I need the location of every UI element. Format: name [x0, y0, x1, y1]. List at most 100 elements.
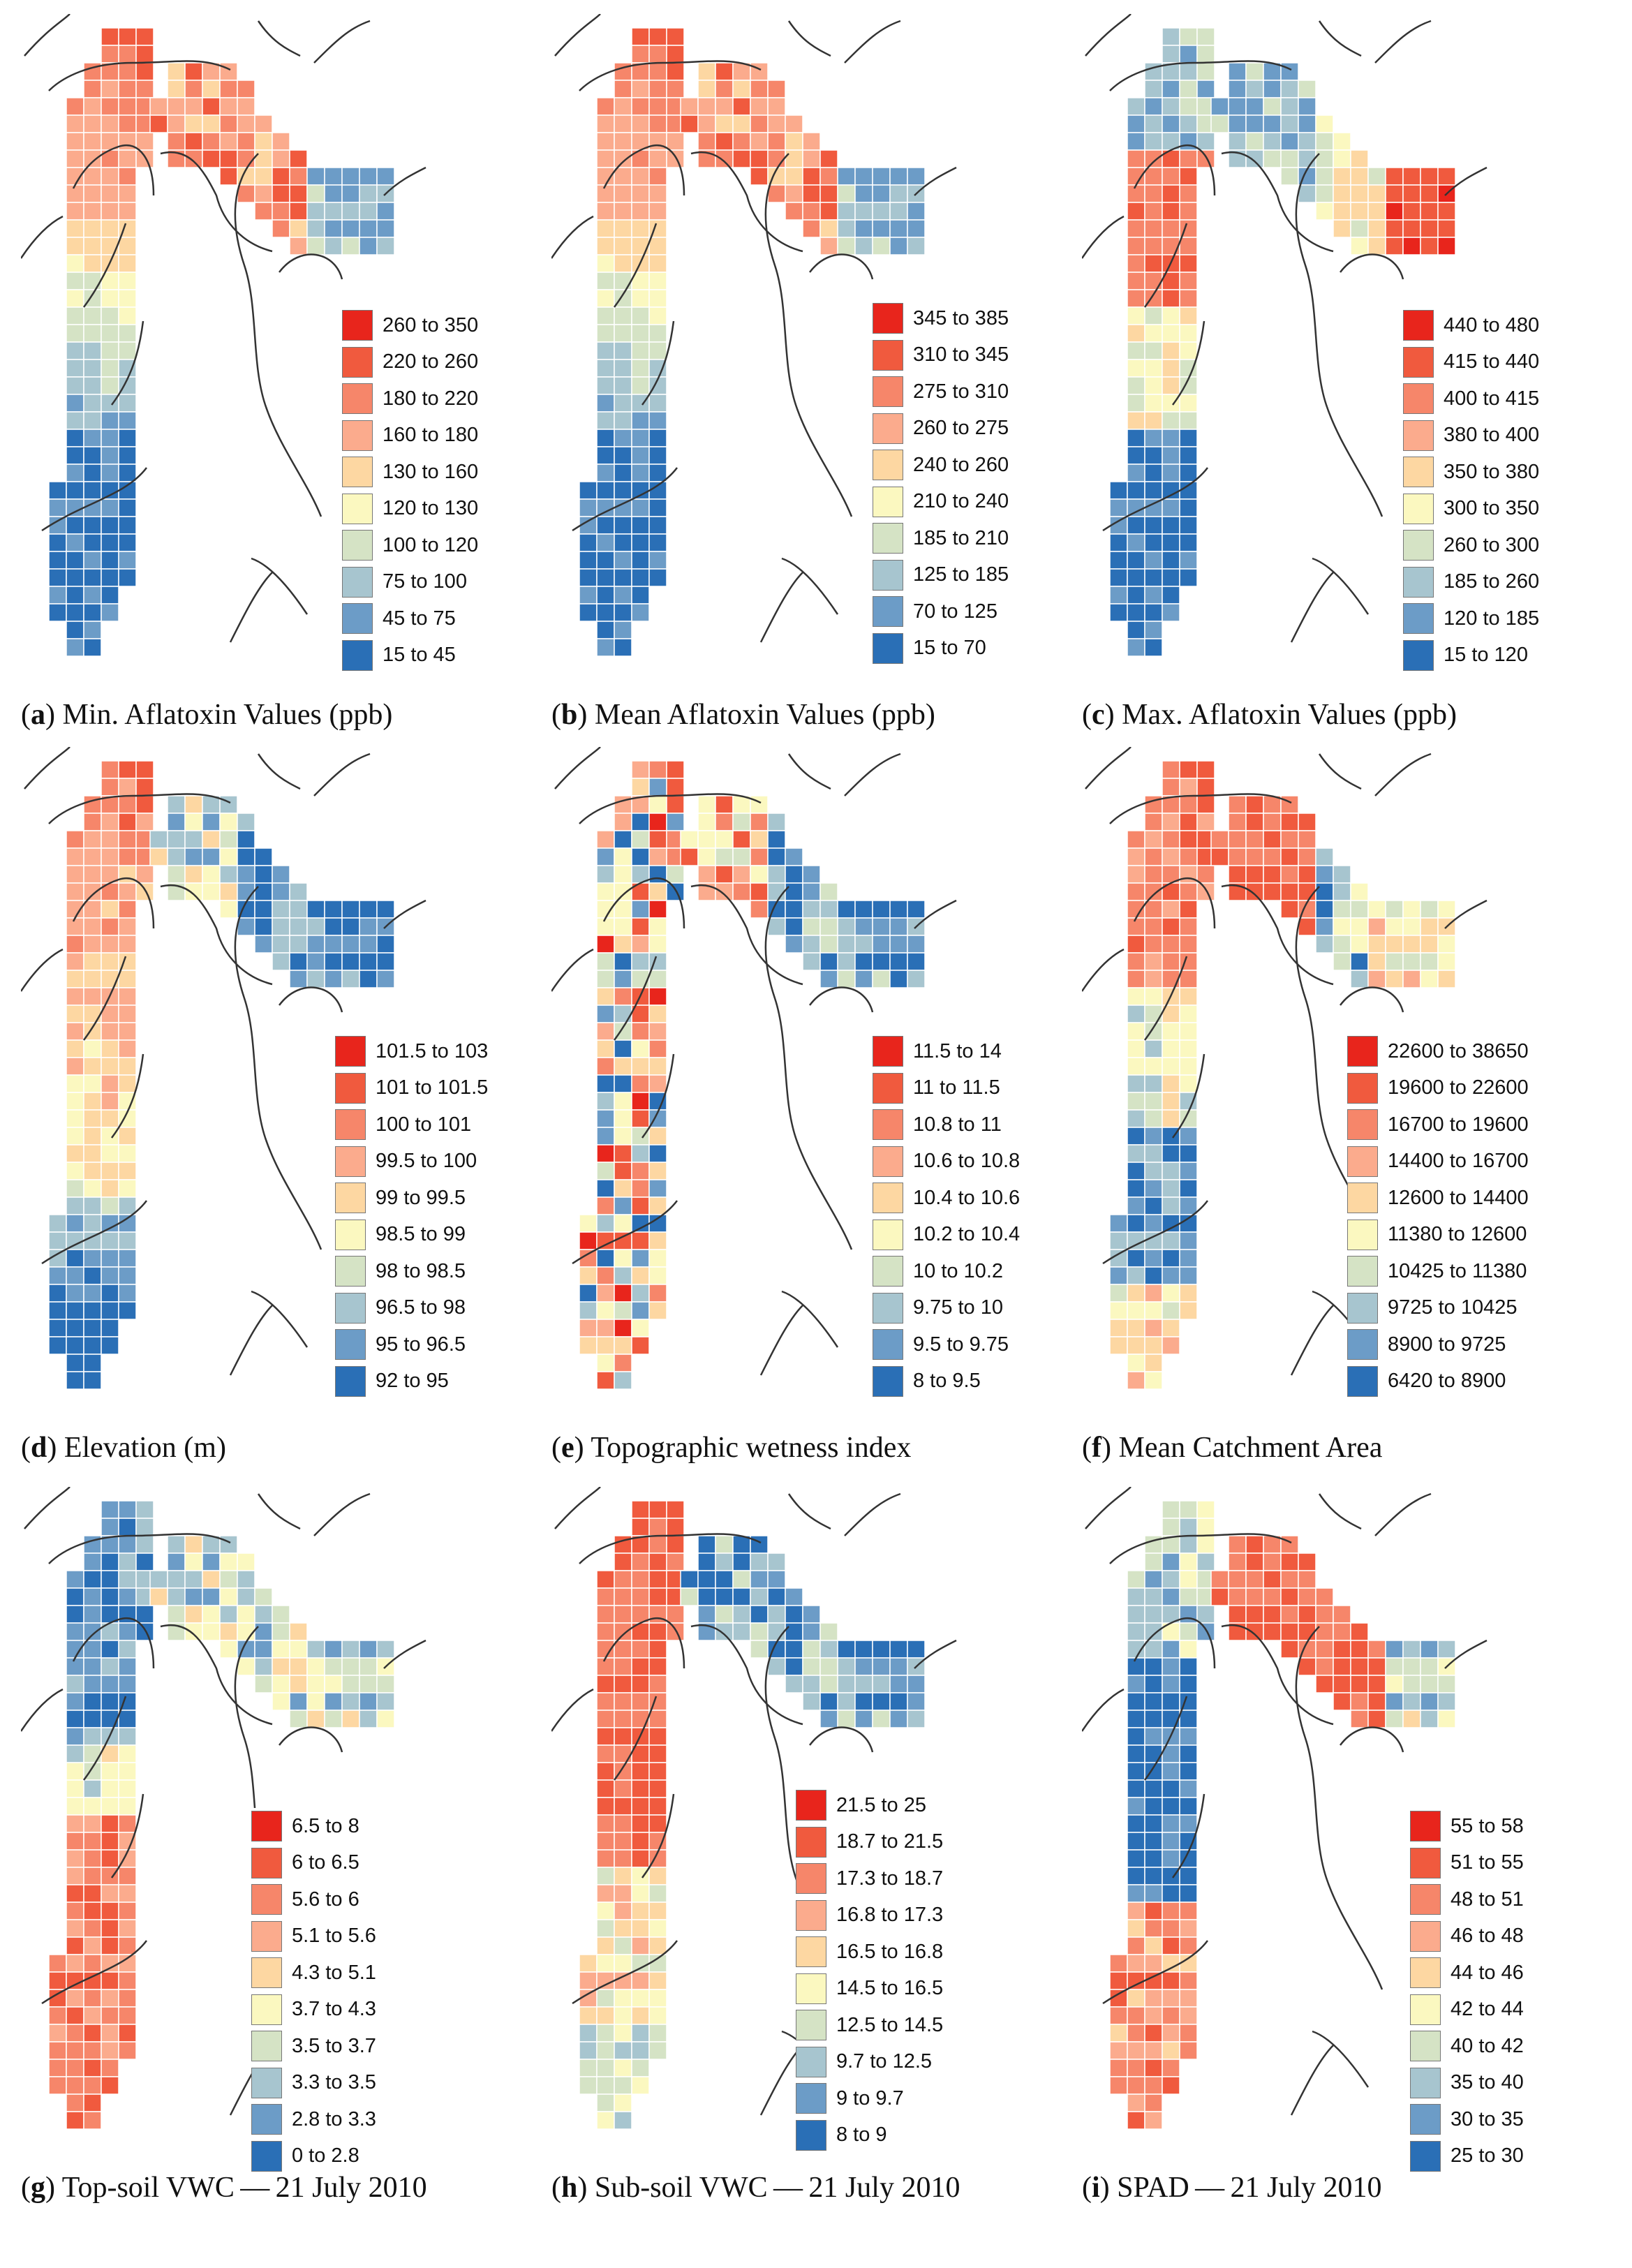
grid-cell: [1179, 778, 1198, 796]
contour-line: [160, 1624, 273, 1726]
contour-line: [1318, 20, 1362, 57]
grid-cell: [697, 80, 716, 98]
contour-line: [383, 899, 426, 929]
grid-cell: [715, 149, 734, 168]
grid-cell: [66, 306, 84, 325]
grid-cell: [118, 1727, 137, 1746]
grid-cell: [1228, 114, 1247, 133]
grid-cell: [872, 900, 891, 919]
grid-cell: [631, 533, 650, 552]
grid-cell: [1127, 481, 1145, 500]
grid-cell: [1350, 900, 1369, 919]
grid-cell: [1144, 1284, 1163, 1303]
legend-swatch: [1347, 1219, 1378, 1250]
grid-cell: [289, 202, 308, 221]
grid-cell: [1385, 1710, 1404, 1728]
grid-cell: [202, 1552, 221, 1571]
legend-label: 185 to 260: [1444, 570, 1540, 593]
grid-cell: [1162, 1797, 1180, 1816]
legend-item: 12.5 to 14.5: [796, 2007, 984, 2044]
grid-cell: [184, 1587, 203, 1606]
contour-line: [764, 886, 853, 1250]
grid-cell: [48, 2024, 67, 2043]
grid-cell: [1144, 394, 1163, 413]
grid-cell: [289, 935, 308, 954]
grid-cell: [1162, 184, 1180, 203]
grid-cell: [697, 1552, 716, 1571]
grid-cell: [648, 1057, 667, 1076]
grid-cell: [872, 1675, 891, 1693]
grid-cell: [324, 202, 343, 221]
grid-cell: [785, 132, 803, 151]
grid-cell: [83, 429, 102, 447]
grid-cell: [648, 1552, 667, 1571]
grid-cell: [666, 795, 685, 814]
grid-cell: [579, 1301, 598, 1320]
grid-cell: [219, 1552, 238, 1571]
legend-label: 98 to 98.5: [376, 1259, 466, 1282]
grid-cell: [1144, 1074, 1163, 1093]
grid-cell: [66, 411, 84, 430]
grid-cell: [750, 62, 769, 81]
legend-label: 125 to 185: [913, 563, 1009, 586]
grid-cell: [614, 638, 632, 657]
grid-cell: [135, 45, 154, 64]
grid-cell: [614, 516, 632, 535]
grid-cell: [596, 97, 615, 116]
grid-cell: [631, 1500, 650, 1519]
grid-cell: [1162, 114, 1180, 133]
grid-cell: [750, 149, 769, 168]
grid-cell: [785, 1622, 803, 1641]
grid-cell: [872, 952, 891, 971]
grid-cell: [1245, 97, 1264, 116]
grid-cell: [1127, 1727, 1145, 1746]
grid-cell: [785, 149, 803, 168]
grid-cell: [1144, 533, 1163, 552]
grid-cell: [802, 1605, 821, 1624]
grid-cell: [66, 289, 84, 308]
grid-cell: [579, 2041, 598, 2060]
grid-cell: [306, 952, 325, 971]
grid-cell: [614, 80, 632, 98]
grid-cell: [785, 202, 803, 221]
grid-cell: [254, 1640, 273, 1659]
legend-item: 16700 to 19600: [1347, 1106, 1536, 1143]
legend-label: 210 to 240: [913, 490, 1009, 513]
grid-cell: [376, 237, 395, 255]
contour-line: [914, 899, 957, 929]
contour-line: [602, 144, 685, 196]
grid-cell: [1245, 1622, 1264, 1641]
grid-cell: [596, 1249, 615, 1268]
grid-cell: [101, 1657, 119, 1676]
grid-cell: [118, 1249, 137, 1268]
grid-cell: [648, 1779, 667, 1798]
grid-cell: [66, 341, 84, 360]
grid-cell: [631, 289, 650, 308]
grid-cell: [767, 1605, 786, 1624]
grid-cell: [101, 114, 119, 133]
grid-cell: [907, 1692, 926, 1711]
grid-cell: [596, 952, 615, 971]
grid-cell: [819, 935, 838, 954]
grid-cell: [1144, 1570, 1163, 1589]
grid-cell: [118, 1196, 137, 1215]
grid-cell: [1437, 952, 1456, 971]
grid-cell: [66, 498, 84, 517]
legend-label: 22600 to 38650: [1388, 1039, 1529, 1062]
grid-cell: [118, 1797, 137, 1816]
legend-swatch: [1403, 530, 1434, 561]
grid-cell: [1367, 219, 1386, 238]
grid-cell: [1144, 516, 1163, 535]
legend-label: 5.1 to 5.6: [292, 1925, 376, 1948]
grid-cell: [83, 97, 102, 116]
grid-cell: [1333, 952, 1351, 971]
grid-cell: [101, 1570, 119, 1589]
grid-cell: [1144, 1319, 1163, 1337]
grid-cell: [1144, 813, 1163, 831]
grid-cell: [907, 202, 926, 221]
grid-cell: [83, 1074, 102, 1093]
grid-cell: [118, 1971, 137, 1990]
grid-cell: [167, 1570, 186, 1589]
grid-cell: [184, 1570, 203, 1589]
grid-cell: [83, 1989, 102, 2008]
